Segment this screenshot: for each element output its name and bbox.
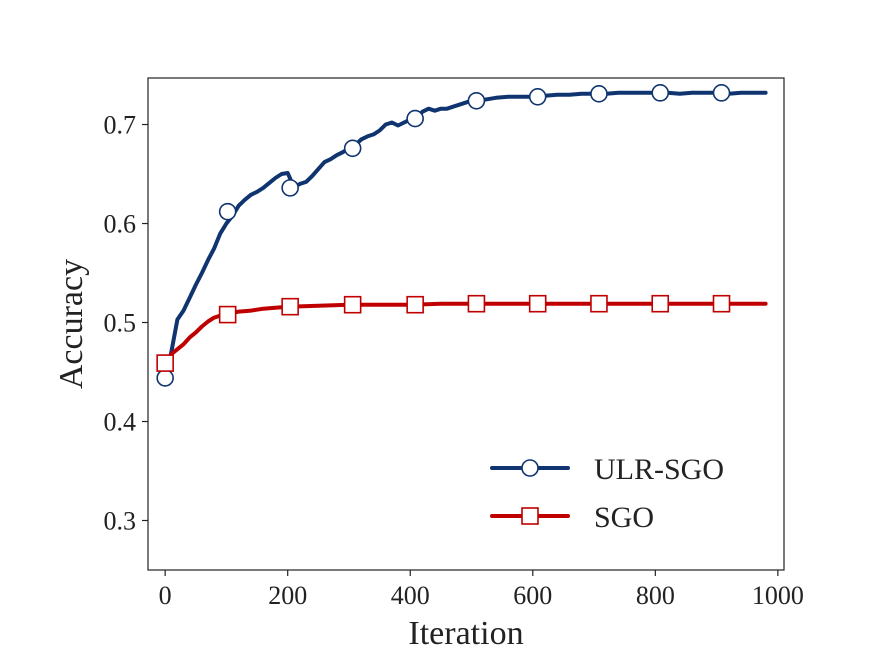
y-tick-label: 0.5 (104, 309, 137, 338)
ulr-sgo-data-point (218, 202, 237, 221)
y-tick-label: 0.7 (104, 111, 137, 140)
y-tick-label: 0.6 (104, 210, 137, 239)
sgo-data-point (343, 295, 362, 314)
ulr-sgo-data-point (343, 139, 362, 158)
legend: ULR-SGO SGO (490, 453, 724, 534)
sgo-series-line (163, 301, 768, 366)
sgo-data-point (281, 297, 299, 316)
x-tick-label: 1000 (752, 581, 804, 610)
x-tick-label: 400 (391, 581, 430, 610)
x-axis-ticks: 0 200 400 600 800 1000 (159, 570, 804, 610)
ulr-sgo-data-point (467, 91, 486, 110)
ulr-sgo-data-point (712, 84, 731, 102)
y-tick-label: 0.3 (104, 507, 137, 536)
ulr-sgo-data-point (590, 85, 608, 103)
sgo-data-point (218, 305, 237, 324)
x-tick-label: 800 (636, 581, 675, 610)
series-layer (156, 84, 768, 387)
sgo-legend-label: SGO (594, 501, 654, 534)
sgo-legend-marker (521, 507, 539, 525)
y-axis-title: Accuracy (53, 259, 90, 389)
x-tick-label: 600 (513, 581, 552, 610)
y-axis-ticks: 0.3 0.4 0.5 0.6 0.7 (104, 111, 148, 536)
sgo-data-point (651, 294, 670, 313)
x-axis-title: Iteration (408, 615, 523, 652)
x-tick-label: 200 (268, 581, 307, 610)
ulr-sgo-series-line (163, 90, 768, 380)
y-tick-label: 0.4 (104, 408, 137, 437)
sgo-data-point (712, 294, 731, 313)
ulr-sgo-data-point (156, 369, 174, 387)
ulr-sgo-data-point (406, 109, 424, 128)
sgo-data-point (528, 294, 547, 313)
ulr-sgo-data-point (281, 179, 299, 197)
sgo-data-point (406, 295, 424, 314)
sgo-data-point (156, 354, 174, 372)
plot-frame (147, 77, 785, 571)
ulr-sgo-data-point (651, 84, 670, 102)
ulr-sgo-data-point (528, 88, 547, 106)
ulr-sgo-legend-marker (521, 459, 539, 477)
sgo-data-point (590, 294, 608, 313)
x-tick-label: 0 (159, 581, 172, 610)
ulr-sgo-legend-label: ULR-SGO (594, 453, 724, 486)
sgo-data-point (467, 294, 486, 313)
